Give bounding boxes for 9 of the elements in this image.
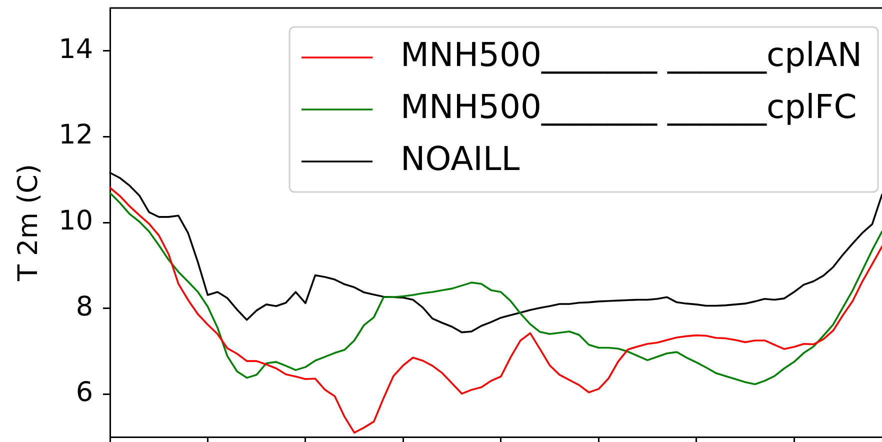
legend-label: MNH500_______ ______cplAN — [400, 35, 862, 74]
y-tick-label: 14 — [58, 34, 93, 65]
legend-label: NOAILL — [400, 139, 520, 178]
y-axis-title: T 2m (C) — [13, 164, 44, 282]
y-tick-label: 10 — [58, 206, 93, 237]
y-tick-label: 6 — [76, 377, 93, 408]
legend-label: MNH500_______ ______cplFC — [400, 87, 857, 126]
y-tick-label: 8 — [76, 291, 93, 322]
y-tick-label: 12 — [58, 120, 93, 151]
